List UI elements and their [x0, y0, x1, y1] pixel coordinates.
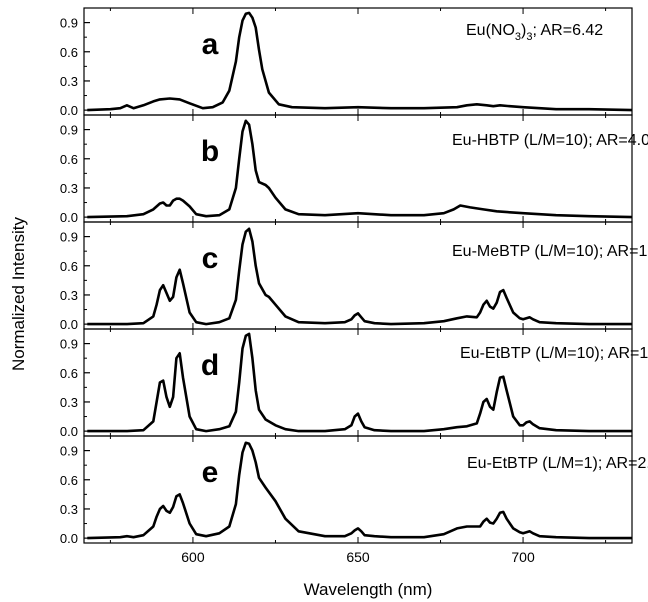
spectrum-line-a	[87, 11, 633, 112]
panel-annotation: Eu-EtBTP (L/M=1); AR=2.27	[467, 455, 648, 472]
y-tick-label: 0.3	[60, 74, 78, 89]
y-tick-label: 0.3	[60, 395, 78, 410]
spectrum-line-d	[87, 332, 632, 433]
x-tick-label: 650	[346, 549, 370, 565]
panel-annotation: Eu(NO3)3; AR=6.42	[466, 22, 603, 43]
y-tick-label: 0.3	[60, 502, 78, 517]
y-tick-label: 0.0	[60, 103, 78, 118]
y-tick-label: 0.3	[60, 181, 78, 196]
y-tick-label: 0.0	[60, 531, 78, 546]
panel-letter: e	[202, 456, 219, 489]
y-tick-label: 0.0	[60, 317, 78, 332]
y-tick-label: 0.3	[60, 288, 78, 303]
x-axis-ticks: 600 650 700	[181, 549, 535, 565]
spectrum-line-c	[87, 227, 632, 326]
panel-b: 0.0 0.3 0.6 0.9 b Eu-HBTP (L/M=10); AR=4.03	[60, 114, 648, 225]
panel-letter: a	[202, 28, 219, 61]
panel-letter: d	[201, 349, 219, 382]
panel-annotation: Eu-EtBTP (L/M=10); AR=1.05	[460, 345, 648, 362]
panels-group: 0.00.30.60.9a Eu(NO3)3; AR=6.420.00.30.60…	[60, 7, 648, 546]
panel-a: 0.0 0.3 0.6 0.9 a Eu(NO3)3; AR=6.42	[60, 7, 633, 118]
y-tick-label: 0.6	[60, 366, 78, 381]
x-axis-label: Wavelength (nm)	[304, 580, 433, 599]
y-tick-label: 0.6	[60, 473, 78, 488]
panel-annotation: Eu-MeBTP (L/M=10); AR=1.72	[452, 243, 648, 260]
y-tick-label: 0.6	[60, 45, 78, 60]
y-axis-label: Normalized Intensity	[9, 217, 28, 372]
panel-annotation: Eu-HBTP (L/M=10); AR=4.03	[452, 132, 648, 149]
y-tick-label: 0.9	[60, 444, 78, 459]
x-tick-label: 600	[181, 549, 205, 565]
panel-c: 0.0 0.3 0.6 0.9 c Eu-MeBTP (L/M=10); AR=1.72	[60, 221, 648, 332]
panel-frame	[83, 435, 633, 544]
y-tick-label: 0.9	[60, 230, 78, 245]
y-tick-label: 0.6	[60, 259, 78, 274]
panel-e: 0.0 0.3 0.6 0.9 e Eu-EtBTP (L/M=1); AR=2.27	[60, 435, 648, 546]
spectrum-line-e	[87, 441, 632, 540]
panel-letter: b	[201, 135, 219, 168]
y-tick-label: 0.0	[60, 210, 78, 225]
panel-letter: c	[202, 242, 219, 275]
y-tick-label: 0.0	[60, 424, 78, 439]
y-tick-label: 0.6	[60, 152, 78, 167]
y-tick-label: 0.9	[60, 123, 78, 138]
y-tick-label: 0.9	[60, 16, 78, 31]
panel-d: 0.0 0.3 0.6 0.9 d Eu-EtBTP (L/M=10); AR=1.05	[60, 328, 648, 439]
y-tick-label: 0.9	[60, 337, 78, 352]
x-tick-label: 700	[511, 549, 535, 565]
spectrum-line-b	[87, 119, 633, 219]
